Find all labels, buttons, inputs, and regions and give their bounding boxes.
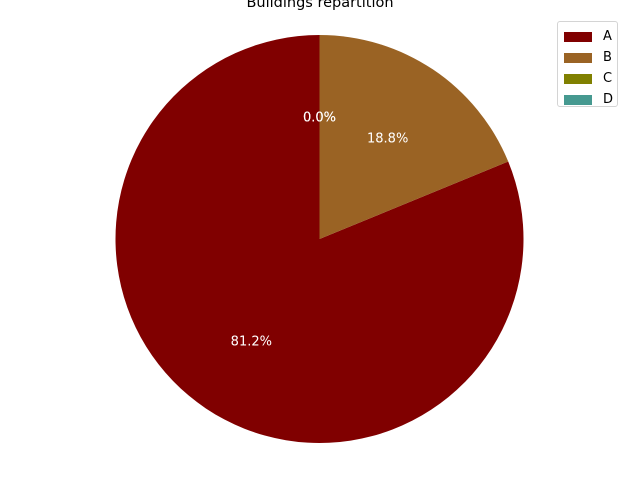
- legend-swatch-c: [564, 73, 592, 84]
- pie-slice-label-b: 18.8%: [367, 131, 408, 146]
- legend-item-a: A: [564, 26, 617, 47]
- pie-slice-label-c: 0.0%: [303, 111, 336, 126]
- legend-swatch-d: [564, 94, 592, 105]
- legend-swatch-a: [564, 31, 592, 42]
- chart-legend: A B C D: [557, 21, 618, 107]
- legend-label-d: D: [603, 92, 614, 107]
- legend-item-b: B: [564, 47, 617, 68]
- pie-slices: [115, 35, 524, 443]
- pie-slice-label-d: 0.0%: [303, 111, 336, 126]
- legend-label-c: C: [603, 71, 613, 86]
- legend-item-d: D: [564, 89, 617, 110]
- pie-slice-a: [115, 35, 524, 443]
- legend-label-b: B: [603, 50, 612, 65]
- pie-slice-b: [319, 35, 509, 239]
- pie-slice-labels: 81.2%18.8%0.0%0.0%: [231, 111, 409, 350]
- legend-swatch-b: [564, 52, 592, 63]
- legend-item-c: C: [564, 68, 617, 89]
- pie-slice-label-a: 81.2%: [231, 335, 272, 350]
- legend-label-a: A: [603, 29, 612, 44]
- chart-title: Buildings repartition: [246, 0, 393, 11]
